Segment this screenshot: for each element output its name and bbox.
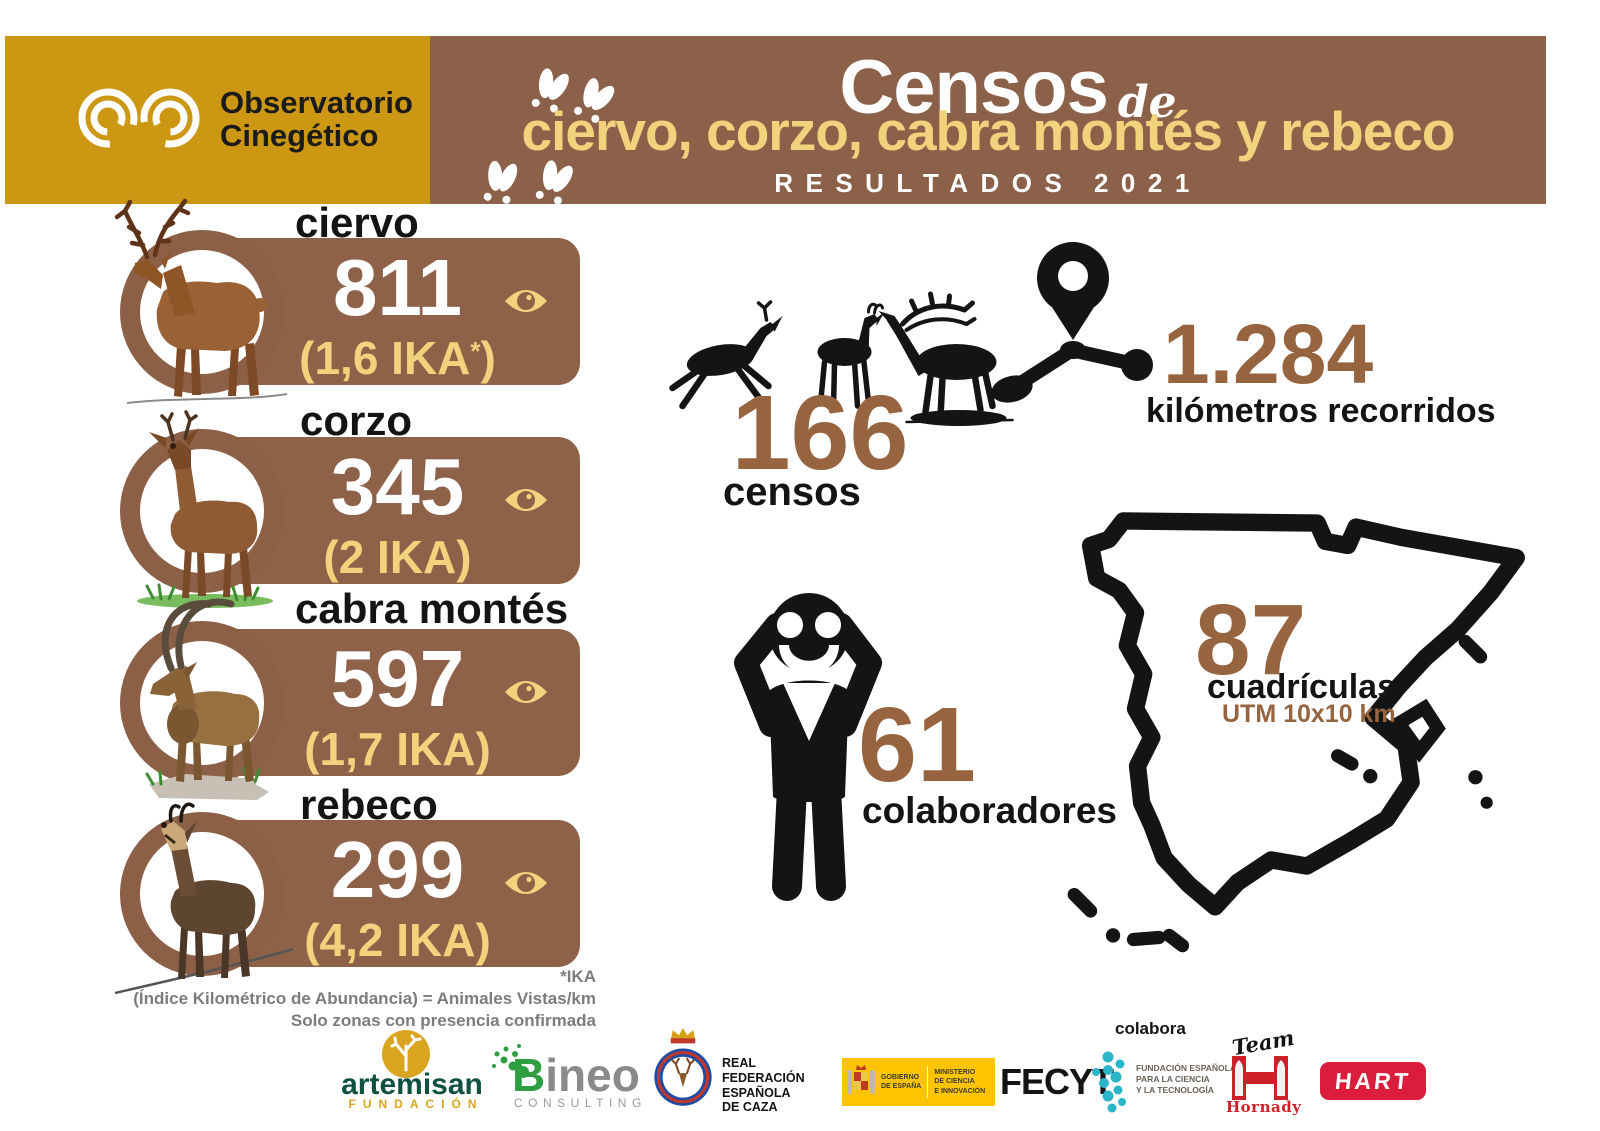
species-label-corzo: corzo [300, 397, 413, 444]
eye-icon [505, 290, 547, 312]
rfec-logo-text: REAL FEDERACIÓN ESPAÑOLA DE CAZA [722, 1056, 805, 1115]
main-title-de: de [1117, 77, 1177, 128]
gobierno-logo: GOBIERNO DE ESPAÑA MINISTERIO DE CIENCIA… [842, 1058, 995, 1106]
species-title-line: ciervo, corzo, cabra montés y rebeco [521, 100, 1456, 162]
stat-censos-value: 166 [731, 374, 909, 492]
cabra-illustration [120, 598, 284, 800]
hornady-h-icon [1232, 1056, 1288, 1100]
gobierno-text-left: GOBIERNO DE ESPAÑA [881, 1073, 922, 1090]
species-label-ciervo: ciervo [295, 199, 419, 246]
spain-coat-of-arms-icon [847, 1065, 875, 1094]
hart-logo-name: HART [1333, 1067, 1413, 1094]
bineo-logo-name: Bineo [512, 1049, 640, 1101]
stat-cuadriculas-value: 87 [1195, 584, 1307, 696]
rfec-crest-icon [654, 1028, 712, 1106]
corzo-ika: (2 IKA) [323, 531, 472, 583]
stat-censos-label: censos [723, 470, 861, 514]
footnote-line3: Solo zonas con presencia confirmada [290, 1010, 596, 1030]
footnote-line1: *IKA [560, 967, 596, 986]
hart-logo: HART [1320, 1062, 1426, 1100]
rebeco-count: 299 [330, 825, 465, 914]
eye-icon [505, 872, 547, 894]
ciervo-illustration [114, 198, 288, 404]
stat-kilometros-value: 1.284 [1163, 307, 1374, 401]
fecyt-logo-sub: FUNDACIÓN ESPAÑOLA PARA LA CIENCIA Y LA … [1136, 1063, 1236, 1096]
org-title-line1: Observatorio [220, 85, 413, 120]
org-title-line2: Cinegético [220, 118, 379, 154]
hornady-logo-name: Hornady [1226, 1098, 1302, 1116]
gobierno-text-right: MINISTERIO DE CIENCIA E INNOVACIÓN [934, 1069, 986, 1095]
rebeco-illustration [114, 802, 294, 995]
bineo-logo-sub: CONSULTING [514, 1096, 647, 1110]
gobierno-divider [927, 1066, 929, 1098]
observer-person-icon [734, 593, 882, 901]
ciervo-count: 811 [332, 243, 463, 332]
subtitle-resultados: RESULTADOS 2021 [774, 168, 1202, 198]
stat-colaboradores-label: colaboradores [862, 790, 1117, 831]
cabra-ika: (1,7 IKA) [304, 723, 491, 775]
species-label-cabra: cabra montés [295, 585, 569, 632]
artemisan-logo-name: artemisan [341, 1068, 483, 1101]
islands [1067, 634, 1488, 953]
spain-map-outline [1067, 512, 1525, 953]
main-title: Censos [839, 45, 1109, 130]
route-pin-icon [991, 242, 1153, 403]
footnote-line2: (Índice Kilométrico de Abundancia) = Ani… [133, 988, 596, 1008]
hoofprint-icon [483, 160, 518, 204]
hoofprint-icon [535, 160, 573, 205]
header-gold-box: Observatorio Cinegético [5, 36, 430, 204]
org-title: Observatorio Cinegético [220, 86, 413, 153]
species-label-rebeco: rebeco [300, 781, 438, 828]
cabra-count: 597 [330, 634, 465, 723]
stat-kilometros-label: kilómetros recorridos [1146, 392, 1496, 430]
deer-body [114, 198, 267, 397]
chamois-body [161, 802, 256, 979]
ika-footnote: *IKA (Índice Kilométrico de Abundancia) … [0, 966, 596, 1031]
fecyt-dots-icon [1092, 1051, 1126, 1113]
stat-cuadriculas-label: cuadrículas [1207, 668, 1396, 706]
hoofprint-icon [531, 68, 569, 113]
ibex-body [150, 598, 260, 782]
artemisan-logo-sub: FUNDACIÓN [348, 1097, 484, 1111]
stat-colaboradores-value: 61 [858, 686, 976, 804]
bineo-dots-icon [492, 1044, 529, 1078]
eye-icon [505, 489, 547, 511]
colabora-label: colabora [1115, 1019, 1186, 1038]
main-title-row: Censos de [470, 50, 1546, 126]
hoofprint-icon [574, 78, 615, 123]
eye-icon [505, 681, 547, 703]
corzo-count: 345 [330, 442, 465, 531]
rebeco-ika: (4,2 IKA) [304, 914, 491, 966]
artemisan-logo-icon [382, 1030, 430, 1078]
binoculars-logo-icon [78, 88, 200, 148]
ciervo-ika: (1,6 IKA*) [299, 332, 496, 384]
header-banner: Censos de ciervo, corzo, cabra montés y r… [430, 36, 1546, 205]
roedeer-body [149, 410, 258, 598]
stat-cuadriculas-sublabel: UTM 10x10 km [1222, 700, 1396, 728]
animal-silhouettes-icon [669, 291, 1014, 426]
